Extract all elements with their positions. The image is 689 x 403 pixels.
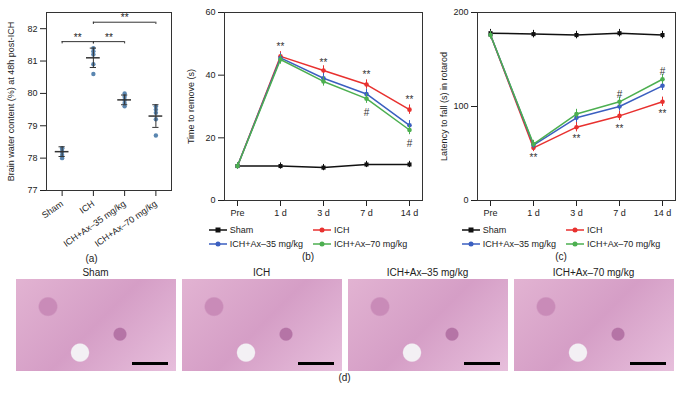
- svg-text:14 d: 14 d: [654, 208, 672, 218]
- html-text:ICH+Ax–35 mg/kg: ICH+Ax–35 mg/kg: [386, 267, 469, 278]
- svg-text:ICH+Ax–35 mg/kg: ICH+Ax–35 mg/kg: [61, 198, 128, 249]
- svg-text:**: **: [121, 12, 129, 23]
- svg-text:#: #: [407, 138, 413, 149]
- html-text:ICH+Ax–35 mg/kg: ICH+Ax–35 mg/kg: [482, 238, 556, 249]
- svg-text:40: 40: [205, 70, 215, 80]
- html-text:(c): (c): [555, 251, 567, 262]
- html-text:Sham: Sham: [229, 225, 254, 236]
- svg-text:ICH+Ax–70 mg/kg: ICH+Ax–70 mg/kg: [93, 199, 159, 249]
- html-text:ICH: ICH: [587, 225, 603, 236]
- svg-text:200: 200: [453, 7, 468, 17]
- html-text:ICH: ICH: [334, 225, 350, 236]
- html-text:ICH+Ax–70 mg/kg: ICH+Ax–70 mg/kg: [334, 238, 408, 249]
- svg-text:**: **: [277, 41, 285, 52]
- html-text:ICH: ICH: [252, 267, 271, 278]
- svg-text:Time to remove (s): Time to remove (s): [186, 69, 196, 144]
- svg-text:**: **: [573, 133, 581, 144]
- svg-text:Pre: Pre: [230, 208, 244, 218]
- svg-text:77: 77: [27, 185, 37, 195]
- html-text:(d): (d): [338, 372, 351, 383]
- html-text:(a): (a): [85, 253, 98, 264]
- svg-text:Sham: Sham: [40, 199, 65, 221]
- html-text:Sham: Sham: [482, 225, 507, 236]
- svg-text:1 d: 1 d: [274, 208, 287, 218]
- svg-text:0: 0: [463, 195, 468, 205]
- svg-text:Brain water content (%) at 48h: Brain water content (%) at 48h post-ICH: [6, 22, 16, 182]
- html-text:(b): (b): [301, 251, 315, 262]
- svg-text:80: 80: [27, 88, 37, 98]
- svg-text:1 d: 1 d: [527, 208, 540, 218]
- svg-text:3 d: 3 d: [570, 208, 583, 218]
- html-text:ICH+Ax–70 mg/kg: ICH+Ax–70 mg/kg: [587, 238, 661, 249]
- html-text:ICH+Ax–35 mg/kg: ICH+Ax–35 mg/kg: [229, 238, 303, 249]
- svg-text:7 d: 7 d: [360, 208, 373, 218]
- svg-text:**: **: [320, 57, 328, 68]
- svg-text:7 d: 7 d: [613, 208, 626, 218]
- svg-text:**: **: [406, 94, 414, 105]
- svg-text:81: 81: [27, 56, 37, 66]
- svg-text:**: **: [363, 69, 371, 80]
- html-text:Sham: Sham: [82, 267, 109, 278]
- svg-text:20: 20: [205, 133, 215, 143]
- svg-text:#: #: [660, 66, 666, 77]
- svg-text:60: 60: [205, 7, 215, 17]
- svg-text:Pre: Pre: [483, 208, 497, 218]
- svg-text:100: 100: [453, 101, 468, 111]
- svg-text:**: **: [74, 32, 82, 43]
- svg-text:0: 0: [210, 195, 215, 205]
- svg-text:**: **: [659, 108, 667, 119]
- svg-text:3 d: 3 d: [317, 208, 330, 218]
- svg-text:79: 79: [27, 121, 37, 131]
- html-text:ICH+Ax–70 mg/kg: ICH+Ax–70 mg/kg: [552, 267, 635, 278]
- svg-text:**: **: [105, 32, 113, 43]
- svg-text:#: #: [617, 89, 623, 100]
- svg-text:ICH: ICH: [78, 199, 96, 216]
- svg-text:Latency to fall (s) in rotarod: Latency to fall (s) in rotarod: [439, 52, 449, 161]
- svg-text:78: 78: [27, 153, 37, 163]
- svg-text:**: **: [530, 152, 538, 163]
- svg-text:82: 82: [27, 24, 37, 34]
- svg-text:14 d: 14 d: [401, 208, 419, 218]
- svg-text:**: **: [616, 123, 624, 134]
- svg-text:#: #: [364, 107, 370, 118]
